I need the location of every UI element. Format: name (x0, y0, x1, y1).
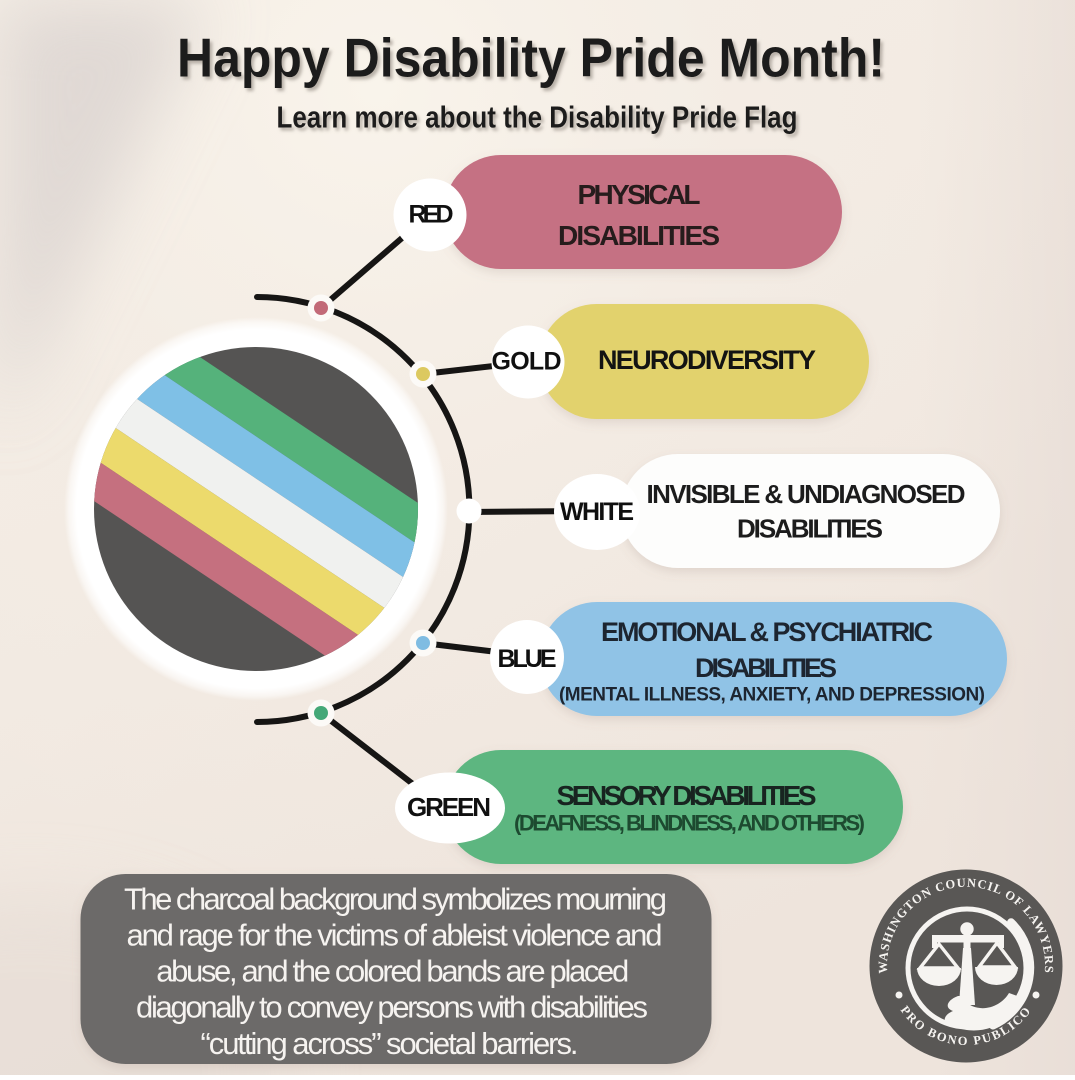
svg-text:DISABILITIES: DISABILITIES (695, 653, 837, 683)
svg-text:“cutting across” societal barr: “cutting across” societal barriers. (201, 1026, 579, 1061)
svg-text:Learn more about the Disabilit: Learn more about the Disability Pride Fl… (277, 100, 798, 135)
svg-text:DISABILITIES: DISABILITIES (558, 220, 720, 251)
svg-text:(DEAFNESS, BLINDNESS, AND OTHE: (DEAFNESS, BLINDNESS, AND OTHERS) (514, 811, 865, 836)
svg-text:(MENTAL ILLNESS, ANXIETY, AND: (MENTAL ILLNESS, ANXIETY, AND DEPRESSION… (559, 685, 985, 706)
svg-text:RED: RED (409, 201, 454, 229)
svg-text:The charcoal background symbol: The charcoal background symbolizes mourn… (124, 882, 667, 917)
svg-text:WHITE: WHITE (560, 498, 634, 526)
svg-text:PHYSICAL: PHYSICAL (578, 179, 701, 210)
svg-text:EMOTIONAL & PSYCHIATRIC: EMOTIONAL & PSYCHIATRIC (601, 617, 933, 647)
svg-text:SENSORY DISABILITIES: SENSORY DISABILITIES (557, 780, 817, 811)
svg-text:BLUE: BLUE (498, 645, 557, 673)
svg-text:abuse, and the colored bands a: abuse, and the colored bands are placed (156, 954, 629, 989)
svg-text:DISABILITIES: DISABILITIES (737, 514, 883, 544)
svg-text:Happy Disability Pride Month!: Happy Disability Pride Month! (177, 27, 885, 89)
svg-text:GOLD: GOLD (492, 348, 562, 376)
svg-text:GREEN: GREEN (407, 792, 491, 822)
svg-text:INVISIBLE & UNDIAGNOSED: INVISIBLE & UNDIAGNOSED (647, 479, 966, 509)
svg-text:and rage for the victims of ab: and rage for the victims of ableist viol… (127, 917, 663, 952)
svg-text:NEURODIVERSITY: NEURODIVERSITY (598, 345, 816, 375)
svg-text:diagonally to convey persons w: diagonally to convey persons with disabi… (136, 990, 648, 1025)
